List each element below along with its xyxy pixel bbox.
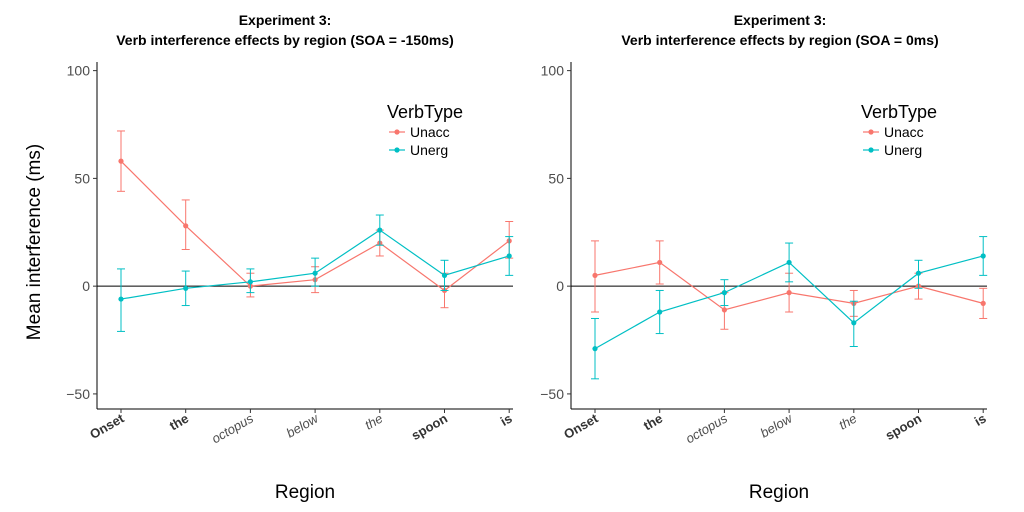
legend-title: VerbType [861,102,937,122]
data-point [312,270,318,276]
data-point [786,290,792,296]
x-tick-label: Onset [561,410,601,442]
data-point [786,259,792,266]
legend-key-point [394,147,400,153]
legend-label: Unerg [410,142,448,158]
data-point [980,253,986,259]
chart-subtitle: Verb interference effects by region (SOA… [621,32,938,48]
data-point [118,296,124,302]
data-point [721,290,728,296]
y-axis-label: Mean interference (ms) [24,144,45,340]
x-tick-label: the [641,411,665,434]
legend-key-point [394,129,400,135]
data-point [915,270,922,276]
panel-soa-minus-150: Experiment 3: Verb interference effects b… [66,12,514,503]
x-tick-label: is [498,411,515,429]
x-tick-label: below [758,410,796,441]
x-tick-label: Onset [87,410,127,442]
data-point [441,272,448,278]
x-tick-label: octopus [683,410,730,446]
x-tick-label: octopus [209,410,256,446]
data-point [721,307,728,313]
legend-label: Unacc [410,124,450,140]
y-tick-label: −50 [66,386,90,402]
data-point [592,272,598,278]
x-axis-label: Region [749,482,809,503]
y-tick-label: 0 [556,278,564,294]
legend-label: Unacc [884,124,924,140]
x-tick-label: the [167,411,191,434]
x-tick-label: the [362,411,385,433]
x-tick-label: the [836,411,859,433]
y-tick-label: 100 [67,63,91,79]
legend-key-point [868,147,874,153]
legend-key-point [868,129,874,135]
data-point [851,320,857,326]
data-point [183,223,189,229]
panel-soa-0: Experiment 3: Verb interference effects b… [540,12,988,503]
data-point [118,158,124,164]
series-unerg [117,214,514,332]
data-point [592,346,598,352]
y-tick-label: −50 [540,386,564,402]
data-point [247,279,253,285]
x-axis-label: Region [275,482,335,503]
x-tick-label: is [972,411,989,429]
data-point [506,253,512,259]
series-unerg [591,236,988,380]
data-point [377,227,383,233]
chart-title: Experiment 3: [239,12,332,28]
x-tick-label: spoon [883,411,924,444]
data-point [657,309,663,315]
chart-subtitle: Verb interference effects by region (SOA… [116,32,454,48]
data-point [980,300,986,306]
y-tick-label: 100 [541,63,565,79]
y-tick-label: 0 [82,278,90,294]
y-tick-label: 50 [548,170,564,186]
data-point [657,259,663,266]
data-point [183,285,189,291]
legend-label: Unerg [884,142,922,158]
y-tick-label: 50 [74,170,90,186]
chart-title: Experiment 3: [734,12,827,28]
legend-title: VerbType [387,102,463,122]
x-tick-label: below [284,410,322,441]
x-tick-label: spoon [409,411,450,444]
